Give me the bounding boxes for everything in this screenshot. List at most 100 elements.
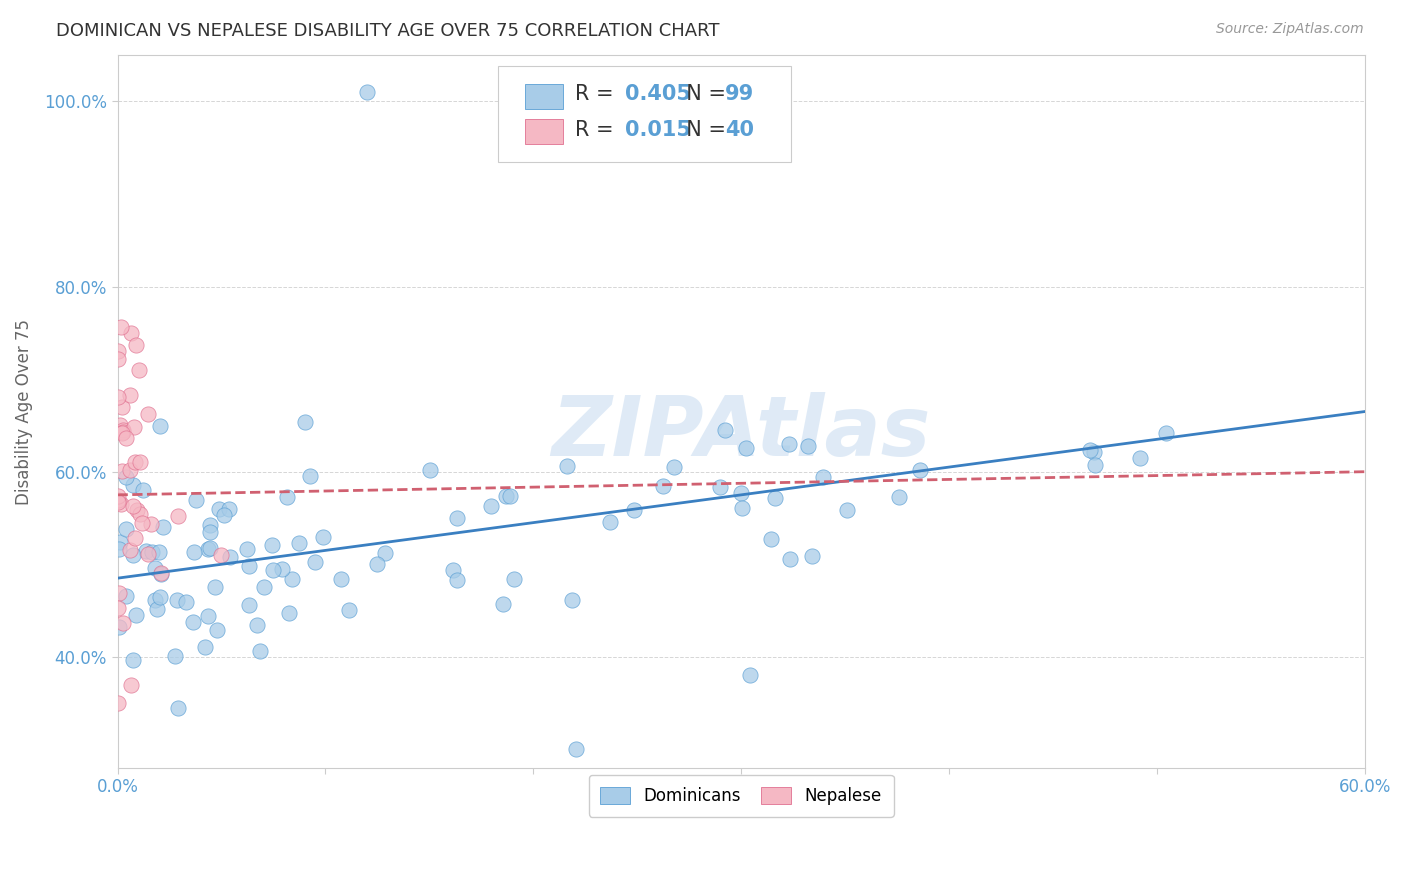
Point [184,493,207,508]
Point [479,500,502,514]
Point [211,548,233,562]
Point [111,400,134,414]
Point [499,489,522,503]
Point [124,455,146,469]
Point [329,572,352,586]
Point [214,508,236,523]
Point [271,562,294,576]
Point [779,551,801,566]
Point [801,549,824,564]
Point [107,390,129,404]
Point [236,542,259,557]
Point [778,437,800,451]
Point [441,562,464,576]
Point [276,490,298,504]
Point [108,534,131,549]
Point [813,470,835,484]
Point [110,320,132,334]
Point [623,502,645,516]
Point [738,668,761,682]
Point [238,599,260,613]
Point [374,546,396,560]
Point [446,511,468,525]
Point [150,566,173,581]
Point [167,508,190,523]
FancyBboxPatch shape [526,84,562,109]
Point [194,640,217,654]
Point [131,483,153,498]
Point [204,580,226,594]
Point [145,560,167,574]
Point [120,543,142,558]
Point [238,559,260,574]
Point [260,538,283,552]
Point [174,594,197,608]
Text: R =: R = [575,85,620,104]
Point [730,500,752,515]
Point [198,524,221,539]
Point [197,542,219,557]
Point [141,516,163,531]
Point [198,518,221,533]
Point [1084,458,1107,473]
Text: 40: 40 [725,120,754,140]
Legend: Dominicans, Nepalese: Dominicans, Nepalese [589,775,894,817]
Text: 0.015: 0.015 [626,120,692,140]
Y-axis label: Disability Age Over 75: Disability Age Over 75 [15,318,32,505]
Point [108,418,131,433]
Point [111,615,134,630]
Point [135,543,157,558]
Point [181,615,204,630]
Point [734,442,756,456]
Point [122,653,145,667]
Point [122,478,145,492]
Point [136,548,159,562]
Text: 0.405: 0.405 [626,85,692,104]
Point [111,425,134,440]
Point [219,549,242,564]
Point [797,439,820,453]
Text: 99: 99 [725,85,754,104]
Point [599,515,621,529]
Point [107,620,129,634]
Point [366,557,388,571]
FancyBboxPatch shape [526,120,562,145]
Point [107,542,129,557]
Point [356,85,378,99]
Point [107,351,129,366]
Point [111,423,134,437]
Point [887,490,910,504]
Point [1078,442,1101,457]
Point [713,423,735,437]
Point [495,489,517,503]
Point [122,548,145,562]
Point [129,455,152,469]
Point [143,592,166,607]
Point [107,489,129,503]
Point [152,519,174,533]
Point [492,597,515,611]
Point [910,463,932,477]
Point [503,572,526,586]
Point [114,589,136,603]
Point [125,607,148,622]
Point [835,503,858,517]
Point [107,492,129,507]
Point [111,426,134,441]
Point [115,469,138,483]
Text: R =: R = [575,120,620,140]
Point [1156,425,1178,440]
Point [278,606,301,620]
Point [763,491,786,505]
Point [419,463,441,477]
Point [246,618,269,632]
Point [115,522,138,536]
Point [145,601,167,615]
Point [337,603,360,617]
Point [120,463,142,477]
Point [122,499,145,513]
Point [207,502,229,516]
Point [446,573,468,587]
Point [107,495,129,509]
Point [218,502,240,516]
